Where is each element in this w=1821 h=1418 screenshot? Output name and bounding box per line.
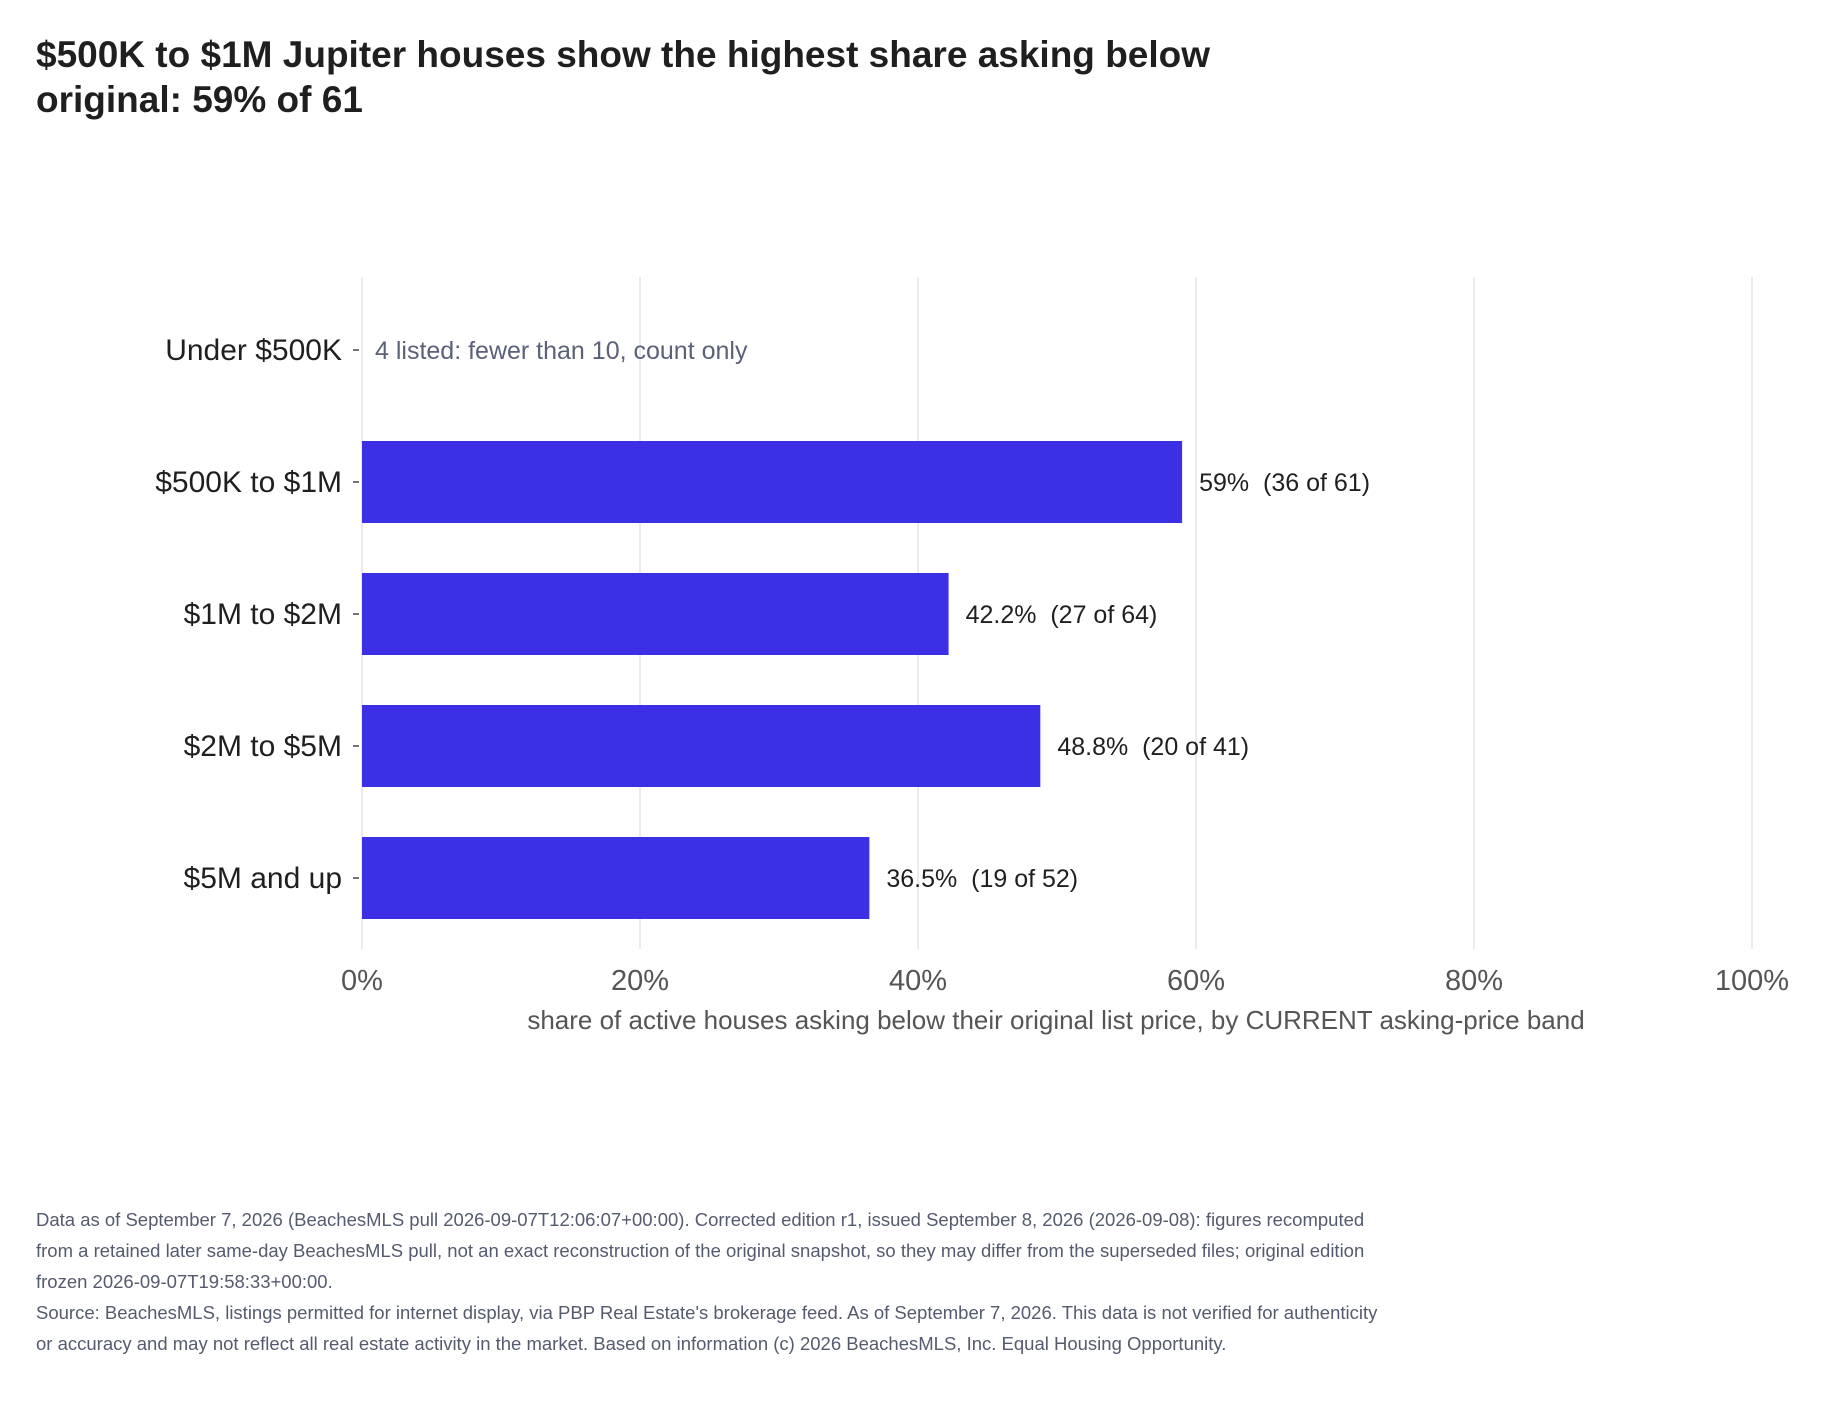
labels: 0% 20% 40% 60% 80% 100% Under $500K 4 listed: f… bbox=[155, 334, 1789, 997]
bar bbox=[362, 573, 949, 655]
footnote: Data as of September 7, 2026 (BeachesMLS… bbox=[36, 1204, 1396, 1359]
x-tick-label: 80% bbox=[1445, 965, 1503, 997]
x-tick-label: 100% bbox=[1715, 965, 1789, 997]
x-tick-label: 0% bbox=[341, 965, 383, 997]
x-tick-label: 20% bbox=[611, 965, 669, 997]
category-label: $2M to $5M bbox=[184, 730, 342, 763]
x-tick-label: 40% bbox=[889, 965, 947, 997]
bars bbox=[362, 441, 1183, 919]
x-tick-label: 60% bbox=[1167, 965, 1225, 997]
bar-chart: 0% 20% 40% 60% 80% 100% Under $500K 4 listed: f… bbox=[155, 277, 1789, 1035]
category-label: $5M and up bbox=[184, 862, 342, 895]
chart-title: $500K to $1M Jupiter houses show the hig… bbox=[36, 34, 1211, 120]
footnote-data-note: Data as of September 7, 2026 (BeachesMLS… bbox=[36, 1209, 1365, 1292]
category-label: $500K to $1M bbox=[155, 466, 342, 499]
bar-value-label: 59% (36 of 61) bbox=[1199, 469, 1370, 497]
bar-value-label: 42.2% (27 of 64) bbox=[966, 601, 1158, 629]
bar bbox=[362, 705, 1041, 787]
footnote-source: Source: BeachesMLS, listings permitted f… bbox=[36, 1302, 1378, 1354]
bar-value-label: 36.5% (19 of 52) bbox=[886, 865, 1078, 893]
category-label: Under $500K bbox=[165, 334, 342, 367]
bar-value-label: 48.8% (20 of 41) bbox=[1057, 733, 1249, 761]
category-label: $1M to $2M bbox=[184, 598, 342, 631]
bar bbox=[362, 837, 870, 919]
bar bbox=[362, 441, 1183, 523]
category-note: 4 listed: fewer than 10, count only bbox=[375, 337, 748, 365]
x-axis-label: share of active houses asking below thei… bbox=[527, 1005, 1584, 1035]
